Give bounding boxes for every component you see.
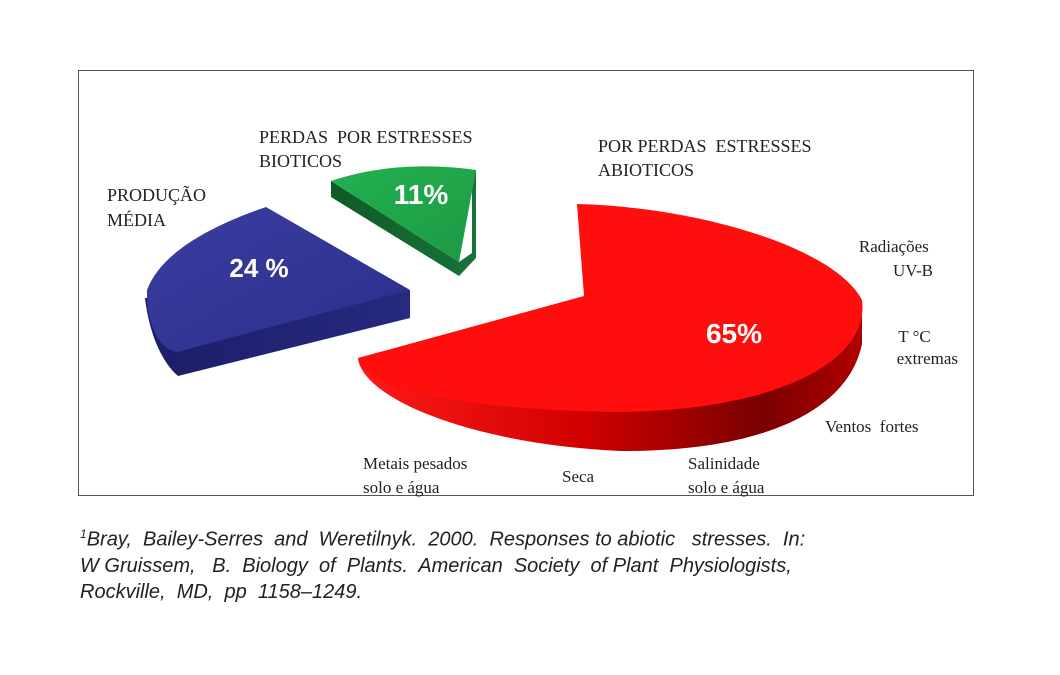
citation-line-1: 1Bray, Bailey-Serres and Weretilnyk. 200… [80,521,980,553]
value-label-estresses-bioticos: 11% [394,179,449,210]
value-label-producao-media: 24 % [229,253,288,283]
category-label-producao-media: PRODUÇÃO MÉDIA [107,184,211,230]
slice-estresses-bioticos-top [331,166,476,262]
annotation-temperatura: T °C extremas [897,327,958,368]
category-label-estresses-bioticos: PERDAS POR ESTRESSES BIOTICOS [0,0,495,171]
category-label-estresses-abioticos: POR PERDAS ESTRESSES ABIOTICOS [0,0,834,180]
annotation-radiacoes: Radiações UV-B [859,237,933,280]
annotation-metais-pesados: Metais pesados solo e água [363,454,472,497]
annotation-ventos-fortes: Ventos fortes [825,417,918,436]
slice-producao-media [145,207,411,376]
citation-line-2: W Gruissem, B. Biology of Plants. Americ… [80,554,792,577]
pie-chart: 24 % 11% 65% PRODUÇÃO MÉDIA PERDAS POR E… [0,0,958,497]
slice-estresses-abioticos-top [358,204,863,412]
citation-line-3: Rockville, MD, pp 1158–1249. [80,580,363,603]
slice-producao-media-top [146,207,411,352]
slice-estresses-bioticos-side [331,170,476,276]
slice-estresses-bioticos [331,166,476,276]
slice-estresses-abioticos [358,204,863,452]
annotation-seca: Seca [562,467,595,486]
slice-estresses-abioticos-side [358,300,862,452]
annotation-salinidade: Salinidade solo e água [688,454,765,497]
citation-line-1-text: Bray, Bailey-Serres and Weretilnyk. 2000… [86,528,806,551]
citation: 1Bray, Bailey-Serres and Weretilnyk. 200… [80,521,980,605]
value-label-estresses-abioticos: 65% [706,318,762,349]
citation-superscript: 1 [80,527,87,541]
